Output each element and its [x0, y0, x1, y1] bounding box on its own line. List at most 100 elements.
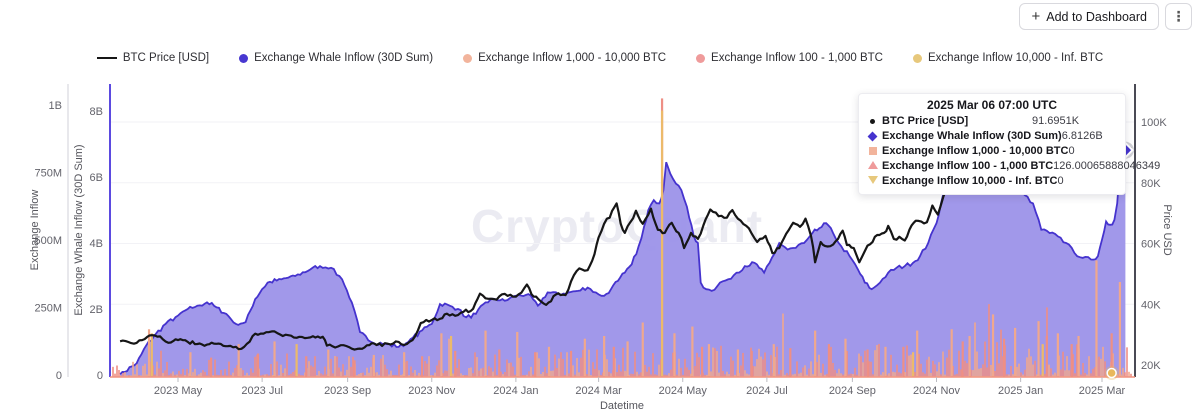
inflow-bar: [1128, 371, 1130, 377]
tooltip-row-0: BTC Price [USD] 91.6951K: [868, 114, 1116, 129]
inflow-bar: [742, 352, 744, 377]
inflow-bar-spike-0: [691, 326, 694, 377]
inflow-bar: [1032, 364, 1034, 377]
inflow-bar: [754, 366, 756, 377]
inflow-bar: [1036, 374, 1038, 377]
inflow-bar: [538, 358, 540, 377]
inflow-bar: [500, 371, 502, 377]
inflow-bar: [126, 375, 128, 377]
inflow-bar-spike-0: [484, 330, 487, 377]
inflow-bar: [390, 370, 392, 377]
inflow-bar: [1094, 367, 1096, 377]
inflow-bar-spike-1: [569, 350, 573, 377]
inflow-bar-spike-1: [1045, 336, 1048, 377]
inflow-bar: [408, 375, 410, 377]
inflow-bar: [636, 371, 638, 377]
legend-item-0[interactable]: BTC Price [USD]: [96, 52, 209, 64]
kebab-icon: ⋮: [1171, 8, 1186, 24]
inflow-bar: [698, 357, 700, 377]
inflow-bar: [366, 367, 368, 377]
inflow-bar: [400, 374, 402, 377]
inflow-bar: [488, 366, 490, 377]
inflow-bar: [1044, 373, 1046, 377]
inflow-bar-spike-0: [814, 330, 817, 377]
inflow-bar: [532, 374, 534, 377]
legend-item-3[interactable]: Exchange Inflow 100 - 1,000 BTC: [696, 52, 883, 64]
inflow-bar-spike-0: [626, 341, 629, 377]
x-tick-label: 2025 Jan: [998, 385, 1043, 397]
inflow-bar: [376, 372, 378, 377]
inflow-bar: [242, 370, 244, 377]
inflow-bar: [114, 373, 116, 377]
tooltip-row-value: 6.8126B: [1061, 130, 1103, 143]
legend-item-2[interactable]: Exchange Inflow 1,000 - 10,000 BTC: [463, 52, 666, 64]
inflow-bar: [556, 367, 558, 377]
inflow-bar: [286, 353, 288, 377]
inflow-bar: [252, 372, 254, 377]
inflow-bar: [656, 374, 658, 377]
inflow-bar: [524, 375, 526, 377]
inflow-bar: [780, 370, 782, 377]
inflow-bar: [248, 375, 250, 377]
inflow-bar: [1064, 370, 1066, 377]
inflow-bar: [816, 362, 818, 377]
legend-item-4[interactable]: Exchange Inflow 10,000 - Inf. BTC: [913, 52, 1103, 64]
inflow-bar: [820, 372, 822, 377]
inflow-bar: [956, 373, 958, 377]
inflow-bar: [448, 338, 450, 377]
tooltip-title: 2025 Mar 06 07:00 UTC: [926, 98, 1058, 112]
inflow-bar: [460, 373, 462, 377]
inflow-bar: [208, 359, 210, 377]
inflow-bar: [1010, 366, 1012, 377]
inflow-bar: [122, 373, 124, 377]
inflow-bar: [620, 371, 622, 377]
inflow-bar: [540, 374, 542, 377]
inflow-bar: [134, 374, 136, 377]
tooltip-row-label: Exchange Inflow 100 - 1,000 BTC: [882, 159, 1054, 172]
inflow-bar: [332, 373, 334, 377]
inflow-bar: [1122, 367, 1124, 377]
inflow-bar-spike-0: [844, 338, 847, 377]
inflow-bar: [976, 351, 978, 377]
inflow-bar: [896, 364, 898, 377]
inflow-bar: [362, 372, 364, 377]
y-tick-price: 40K: [1141, 299, 1161, 311]
chart-tooltip: 2025 Mar 06 07:00 UTC BTC Price [USD] 91.…: [858, 93, 1160, 195]
inflow-bar: [424, 360, 426, 377]
inflow-bar: [836, 373, 838, 377]
inflow-bar: [254, 356, 256, 377]
add-to-dashboard-button[interactable]: + Add to Dashboard: [1019, 3, 1159, 30]
inflow-bar: [860, 356, 862, 377]
inflow-bar: [666, 374, 668, 377]
add-to-dashboard-label: Add to Dashboard: [1046, 9, 1147, 24]
inflow-bar-spike-0: [603, 336, 606, 377]
kebab-menu-button[interactable]: ⋮: [1165, 3, 1192, 30]
inflow-bar-spike-0: [1037, 321, 1040, 377]
inflow-bar: [970, 369, 972, 377]
inflow-bar: [358, 374, 360, 377]
inflow-bar: [838, 368, 840, 377]
inflow-bar: [898, 372, 900, 377]
inflow-bar: [882, 372, 884, 377]
inflow-bar: [782, 313, 784, 377]
inflow-bar: [340, 371, 342, 377]
inflow-bar: [174, 374, 176, 377]
inflow-bar: [272, 374, 274, 377]
inflow-bar: [614, 358, 616, 377]
inflow-bar: [214, 359, 216, 377]
inflow-bar: [202, 370, 204, 377]
inflow-bar: [858, 353, 860, 377]
inflow-bar: [276, 361, 278, 377]
inflow-bar: [1082, 363, 1084, 377]
inflow-bar: [136, 364, 138, 377]
inflow-bar: [380, 358, 382, 377]
legend-item-1[interactable]: Exchange Whale Inflow (30D Sum): [239, 52, 433, 64]
inflow-bar: [954, 374, 956, 377]
inflow-bar: [196, 375, 198, 377]
y-axis-title-price: Price USD: [1161, 204, 1173, 255]
inflow-bar: [940, 374, 942, 377]
inflow-bar-spike-1: [305, 356, 308, 377]
inflow-bar: [890, 354, 892, 377]
inflow-bar: [292, 372, 294, 377]
dot-marker-icon: [868, 117, 877, 126]
